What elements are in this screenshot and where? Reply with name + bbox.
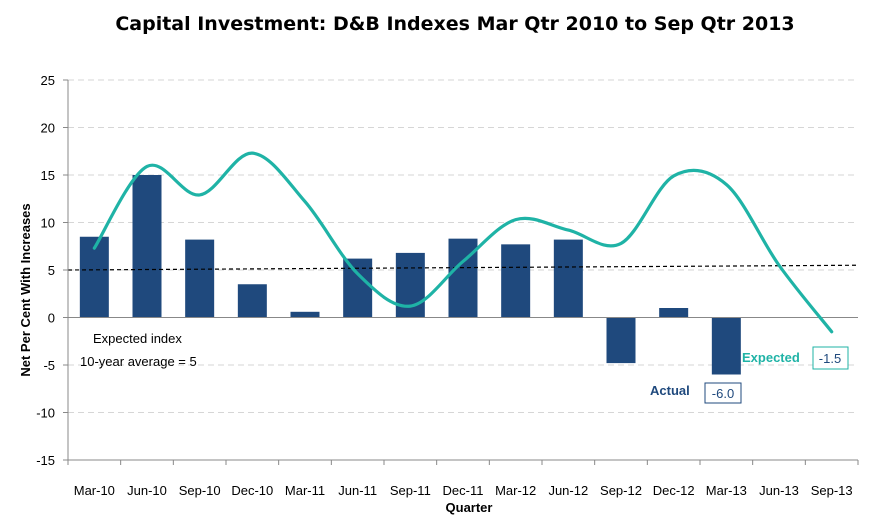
y-tick-label: -15 [36,453,55,468]
x-tick-label: Dec-11 [443,483,484,498]
bar-Mar-12 [501,244,531,318]
bar-Sep-12 [606,317,636,364]
x-tick-label: Jun-13 [759,483,799,498]
x-tick-label: Mar-13 [706,483,747,498]
x-tick-label: Mar-10 [74,483,115,498]
x-tick-label: Mar-11 [285,483,325,498]
average-note: 10-year average = 5 [80,354,197,369]
axes [63,79,859,465]
expected-legend-label: Expected [742,350,800,365]
y-tick-label: 15 [41,168,55,183]
x-tick-label: Sep-13 [811,483,853,498]
bar-Jun-11 [343,258,373,318]
actual-value-box [704,382,742,404]
x-tick-label: Mar-12 [495,483,536,498]
expected-value-box [812,346,849,370]
y-tick-label: -10 [36,406,55,421]
average-dashed-line [67,264,859,271]
bar-Jun-12 [553,239,583,318]
x-tick-label: Jun-12 [548,483,588,498]
chart-title: Capital Investment: D&B Indexes Mar Qtr … [115,13,794,35]
bar-Mar-11 [290,311,320,318]
y-tick-label: 0 [48,311,55,326]
expected-index-note: Expected index [93,331,182,346]
y-tick-label: 5 [48,263,55,278]
x-tick-labels: Mar-10 Jun-10 Sep-10 Dec-10 Mar-11 Jun-11 Sep-… [74,483,853,498]
actual-bars [79,175,741,375]
x-tick-label: Sep-12 [600,483,642,498]
x-axis-title: Quarter [446,500,493,515]
x-tick-label: Dec-12 [653,483,695,498]
x-tick-label: Dec-10 [231,483,273,498]
x-tick-label: Jun-10 [127,483,167,498]
bar-Mar-10 [79,236,109,318]
y-tick-labels: -15 -10 -5 0 5 10 15 20 25 [36,73,55,468]
bar-Jun-10 [132,175,162,318]
y-tick-label: 20 [41,121,55,136]
y-tick-label: 10 [41,216,55,231]
bar-Sep-11 [395,252,425,318]
bar-Mar-13 [711,317,741,375]
expected-value-label: -1.5 [819,351,841,366]
y-tick-label: -5 [43,358,55,373]
y-tick-label: 25 [41,73,55,88]
bar-Dec-10 [237,284,267,318]
actual-value-label: -6.0 [712,386,734,401]
y-axis-title: Net Per Cent With Increases [18,203,33,376]
x-tick-label: Sep-11 [390,483,431,498]
expected-line [92,151,834,334]
bar-Sep-10 [185,239,215,318]
x-tick-label: Sep-10 [179,483,221,498]
bar-Dec-12 [659,308,689,318]
average-reference-line [67,264,859,271]
x-tick-label: Jun-11 [338,483,377,498]
actual-legend-label: Actual [650,383,690,398]
expected-series-line [92,151,834,334]
